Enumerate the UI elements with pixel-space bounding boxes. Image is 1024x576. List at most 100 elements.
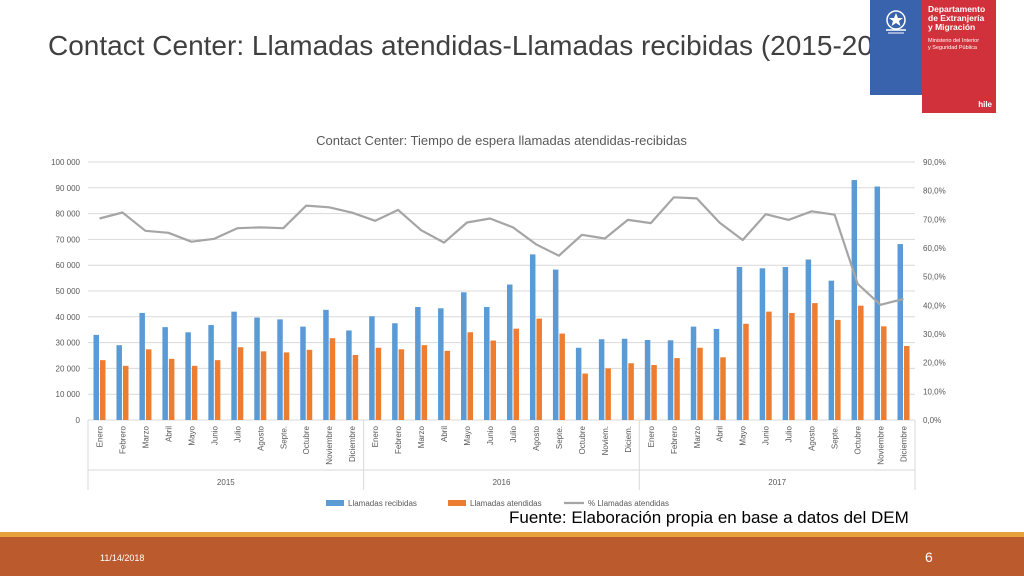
y-left-tick-label: 20 000 — [56, 364, 81, 373]
bar-llamadas-recibidas — [667, 340, 674, 420]
x-tick-label: Mayo — [739, 425, 748, 445]
x-tick-label: Agosto — [532, 425, 541, 450]
x-tick-label: Noviembre — [877, 425, 886, 464]
x-tick-label: Enero — [647, 425, 656, 447]
bar-llamadas-recibidas — [369, 316, 375, 420]
coat-of-arms-icon — [886, 10, 906, 34]
bar-llamadas-atendidas — [352, 354, 359, 420]
x-tick-label: Abril — [716, 426, 725, 442]
footer-stripe — [0, 532, 1024, 537]
bar-llamadas-recibidas — [323, 309, 329, 420]
x-tick-label: Noviembre — [325, 425, 334, 464]
x-tick-label: Junio — [762, 425, 771, 445]
x-tick-label: Enero — [95, 425, 104, 447]
bar-llamadas-recibidas — [690, 326, 697, 420]
bar-llamadas-recibidas — [300, 326, 306, 420]
bar-llamadas-recibidas — [805, 259, 812, 420]
x-tick-label: Septe. — [279, 426, 288, 449]
bar-llamadas-recibidas — [277, 319, 283, 420]
legend-label: % Llamadas atendidas — [588, 499, 669, 508]
bar-llamadas-recibidas — [598, 339, 605, 420]
bar-llamadas-recibidas — [162, 327, 168, 420]
y-right-tick-label: 40,0% — [923, 301, 946, 310]
bar-llamadas-atendidas — [651, 365, 657, 420]
x-tick-label: Septe. — [831, 426, 840, 449]
x-tick-label: Noviem. — [601, 426, 610, 455]
y-right-tick-label: 80,0% — [923, 187, 946, 196]
y-right-tick-label: 10,0% — [923, 387, 946, 396]
y-left-tick-label: 60 000 — [56, 261, 81, 270]
bar-llamadas-atendidas — [260, 351, 267, 420]
x-tick-label: Junio — [210, 425, 219, 445]
logo-country-text: hile — [978, 100, 992, 109]
legend-label: Llamadas recibidas — [348, 499, 417, 508]
y-left-tick-label: 100 000 — [51, 158, 80, 167]
bar-llamadas-recibidas — [346, 330, 352, 420]
bar-llamadas-atendidas — [329, 338, 336, 420]
x-tick-label: Agosto — [256, 425, 265, 450]
bar-llamadas-recibidas — [254, 317, 260, 420]
group-label: 2017 — [768, 478, 786, 487]
y-left-tick-label: 40 000 — [56, 313, 81, 322]
logo-blue-panel — [870, 0, 922, 95]
legend-swatch — [326, 500, 344, 506]
bar-llamadas-recibidas — [231, 311, 237, 420]
bar-llamadas-atendidas — [582, 373, 588, 420]
y-left-tick-label: 50 000 — [56, 287, 81, 296]
bar-llamadas-atendidas — [122, 365, 129, 420]
bar-llamadas-recibidas — [828, 280, 835, 420]
footer-bar: 11/14/2018 6 — [0, 537, 1024, 576]
bar-llamadas-atendidas — [191, 365, 198, 420]
x-tick-label: Septe. — [555, 426, 564, 449]
bar-llamadas-recibidas — [438, 308, 444, 420]
logo-department-name: Departamento de Extranjería y Migración — [928, 4, 986, 32]
bar-llamadas-atendidas — [559, 333, 565, 420]
y-right-tick-label: 50,0% — [923, 273, 946, 282]
y-left-tick-label: 80 000 — [56, 210, 81, 219]
bar-llamadas-recibidas — [529, 254, 536, 420]
x-tick-label: Febrero — [670, 425, 679, 454]
group-label: 2015 — [217, 478, 235, 487]
legend-swatch — [448, 500, 466, 506]
bar-llamadas-recibidas — [208, 325, 214, 420]
page-number: 6 — [925, 549, 933, 565]
bar-llamadas-recibidas — [461, 292, 467, 420]
bar-llamadas-atendidas — [421, 345, 428, 420]
bar-llamadas-recibidas — [782, 267, 789, 420]
bar-llamadas-recibidas — [713, 328, 720, 420]
x-tick-label: Diciembre — [900, 425, 909, 462]
bar-llamadas-atendidas — [789, 312, 795, 420]
legend-label: Llamadas atendidas — [470, 499, 542, 508]
bar-llamadas-atendidas — [605, 368, 611, 420]
bar-llamadas-atendidas — [674, 358, 680, 420]
chart: Contact Center: Tiempo de espera llamada… — [51, 133, 946, 508]
bar-llamadas-atendidas — [444, 350, 451, 420]
footer-date: 11/14/2018 — [100, 553, 145, 563]
bar-llamadas-recibidas — [552, 269, 559, 420]
bar-llamadas-atendidas — [743, 323, 749, 420]
x-tick-label: Junio — [486, 425, 495, 445]
x-tick-label: Febrero — [118, 425, 127, 454]
bar-llamadas-atendidas — [237, 347, 244, 420]
bar-llamadas-atendidas — [881, 326, 887, 420]
y-left-tick-label: 30 000 — [56, 339, 81, 348]
bar-llamadas-atendidas — [145, 349, 152, 420]
y-right-tick-label: 0,0% — [923, 416, 941, 425]
y-left-tick-label: 70 000 — [56, 235, 81, 244]
x-tick-label: Marzo — [417, 425, 426, 448]
bar-llamadas-atendidas — [720, 357, 726, 420]
chart-title: Contact Center: Tiempo de espera llamada… — [316, 133, 687, 148]
y-left-tick-label: 10 000 — [56, 390, 81, 399]
x-tick-label: Julio — [509, 425, 518, 442]
logo-red-panel — [922, 0, 996, 113]
x-tick-label: Octubre — [578, 425, 587, 454]
y-left-tick-label: 0 — [76, 416, 81, 425]
bar-llamadas-recibidas — [484, 306, 490, 420]
bar-llamadas-atendidas — [375, 347, 382, 420]
source-note: Fuente: Elaboración propia en base a dat… — [509, 508, 909, 527]
x-tick-label: Octubre — [302, 425, 311, 454]
x-tick-label: Julio — [785, 425, 794, 442]
y-right-tick-label: 30,0% — [923, 330, 946, 339]
bar-llamadas-recibidas — [736, 267, 743, 420]
bar-llamadas-atendidas — [812, 303, 818, 420]
